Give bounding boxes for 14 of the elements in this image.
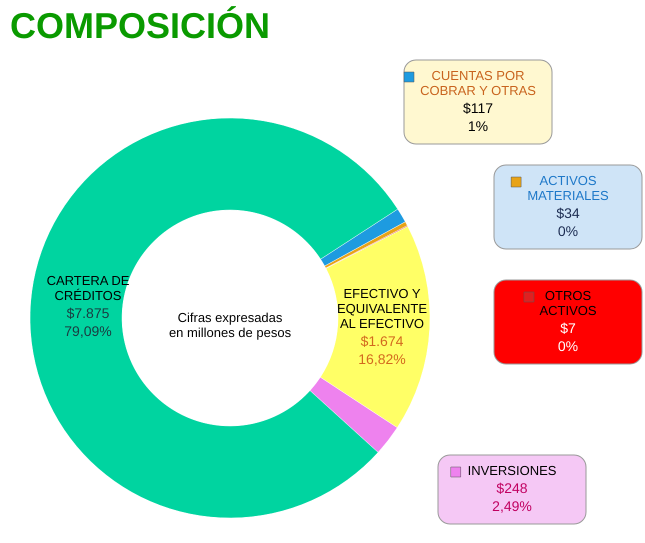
legend-label: CUENTAS POR COBRAR Y OTRAS <box>420 68 536 98</box>
chart-title: COMPOSICIÓN <box>10 5 270 46</box>
data-label: $248 2,49% <box>492 480 532 514</box>
slice-label: EFECTIVO Y EQUIVALENTE AL EFECTIVO <box>336 286 428 331</box>
data-label: $34 0% <box>556 205 580 239</box>
legend-label: ACTIVOS MATERIALES <box>527 173 610 203</box>
data-label: $7 0% <box>558 320 578 354</box>
legend-label: INVERSIONES <box>468 463 557 478</box>
text: Cifras expresadas en millones de pesos <box>168 310 292 340</box>
slice-label: CARTERA DE CRÉDITOS <box>46 273 130 303</box>
data-label: $117 1% <box>462 100 494 134</box>
legend-label: OTROS ACTIVOS <box>539 288 597 318</box>
data-label: $1.674 16,82% <box>358 333 406 367</box>
data-label: $7.875 79,09% <box>64 305 112 339</box>
